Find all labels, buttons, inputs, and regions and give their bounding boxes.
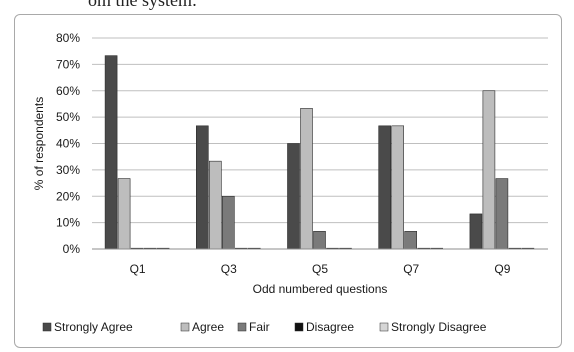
- y-tick-label: 20%: [56, 189, 80, 203]
- x-tick-label: Q9: [494, 262, 510, 276]
- bar-fair-q9: [495, 178, 509, 250]
- legend-label: Strongly Disagree: [391, 320, 487, 334]
- legend-swatch: [180, 322, 190, 332]
- y-axis-ticks: 0% 10% 20% 30% 40% 50% 60% 70% 80%: [56, 31, 80, 256]
- legend-swatch: [294, 322, 304, 332]
- legend-swatch: [237, 322, 247, 332]
- bar-agree-q7: [391, 125, 405, 250]
- legend-label: Strongly Agree: [54, 320, 133, 334]
- gridlines: [92, 37, 548, 224]
- legend-swatch: [42, 322, 52, 332]
- y-tick-label: 50%: [56, 110, 80, 124]
- y-tick-label: 30%: [56, 163, 80, 177]
- bar-agree-q3: [209, 160, 222, 250]
- y-tick-label: 70%: [56, 57, 80, 71]
- legend-label: Agree: [192, 320, 224, 334]
- bar-strongly-agree-q7: [378, 125, 392, 250]
- x-tick-label: Q3: [221, 262, 237, 276]
- bar-fair-q7: [404, 231, 418, 250]
- x-tick-label: Q7: [403, 262, 419, 276]
- bar-strongly-agree-q5: [287, 143, 300, 250]
- page-text-fragment: om the system:: [0, 0, 574, 14]
- top-text: om the system:: [88, 0, 197, 10]
- bar-agree-q9: [482, 90, 496, 250]
- bar-strongly-agree-q9: [469, 213, 483, 250]
- legend: Strongly Agree Agree Fair Disagree Strongly …: [42, 320, 487, 334]
- bars: [104, 55, 535, 250]
- x-axis-ticks: Q1 Q3 Q5 Q7 Q9: [130, 262, 511, 276]
- y-tick-label: 10%: [56, 216, 80, 230]
- legend-label: Disagree: [306, 320, 354, 334]
- y-tick-label: 40%: [56, 137, 80, 151]
- bar-fair-q5: [313, 231, 326, 250]
- y-tick-label: 80%: [56, 31, 80, 45]
- bar-agree-q1: [117, 178, 131, 250]
- legend-label: Fair: [249, 320, 270, 334]
- y-axis-label: % of respondents: [32, 97, 46, 190]
- x-tick-label: Q1: [130, 262, 146, 276]
- y-tick-label: 60%: [56, 84, 80, 98]
- bar-strongly-agree-q1: [104, 55, 118, 250]
- bar-fair-q3: [222, 195, 235, 250]
- x-axis-label: Odd numbered questions: [253, 282, 388, 296]
- bar-strongly-agree-q3: [196, 125, 209, 250]
- bar-agree-q5: [300, 108, 313, 250]
- legend-swatch: [379, 322, 389, 332]
- y-tick-label: 0%: [63, 242, 81, 256]
- x-tick-label: Q5: [312, 262, 328, 276]
